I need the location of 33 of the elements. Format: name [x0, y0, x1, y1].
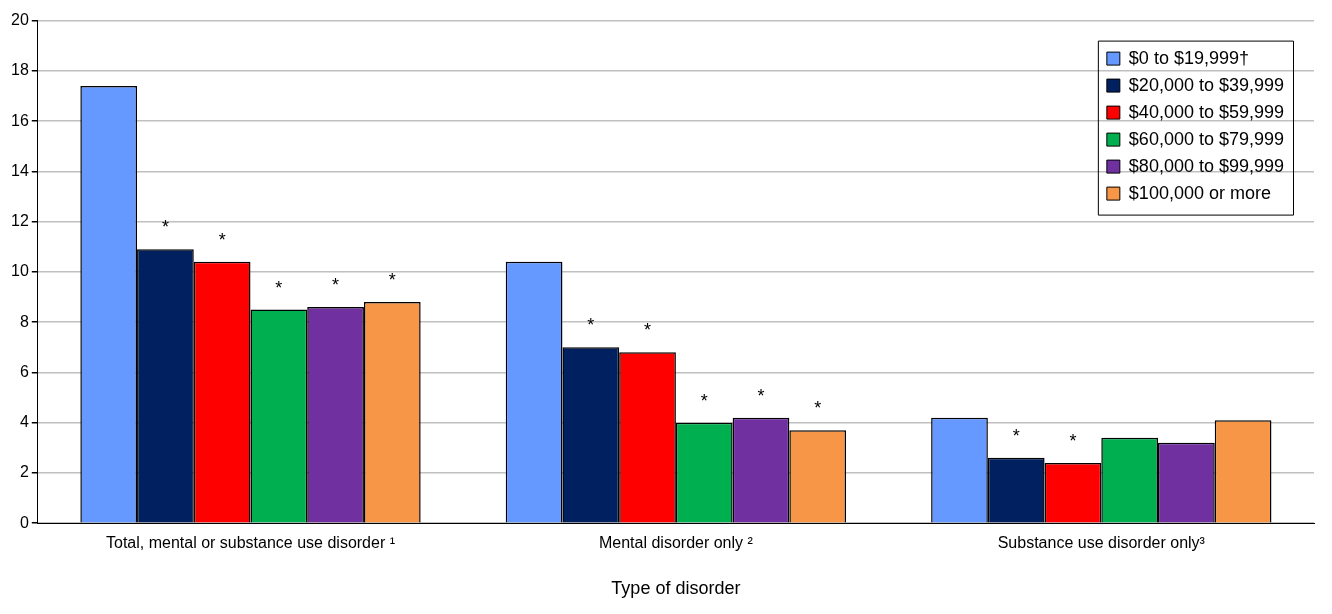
y-tick-label: 8	[19, 312, 29, 330]
y-tick-label: 20	[11, 11, 29, 29]
legend-label: $60,000 to $79,999	[1128, 128, 1285, 149]
y-tick-label: 16	[11, 111, 29, 129]
legend-label: $20,000 to $39,999	[1128, 74, 1285, 95]
y-tick-label: 6	[19, 362, 29, 380]
data-label: *	[332, 275, 340, 296]
data-label: *	[757, 385, 765, 406]
legend-label: $40,000 to $59,999	[1128, 101, 1285, 122]
data-label: *	[1012, 425, 1020, 446]
y-tick-label: 12	[11, 212, 29, 230]
data-label: *	[700, 390, 708, 411]
data-label: *	[1069, 430, 1077, 451]
data-label: *	[388, 270, 396, 291]
x-axis-title: Type of disorder	[611, 578, 741, 599]
data-label: *	[218, 229, 226, 250]
x-tick-label: Substance use disorder only³	[997, 534, 1206, 552]
y-tick-label: 0	[19, 513, 29, 531]
data-label: *	[587, 315, 595, 336]
legend-label: $100,000 or more	[1128, 182, 1271, 203]
y-tick-label: 18	[11, 61, 29, 79]
y-tick-label: 2	[19, 463, 29, 481]
y-tick-label: 10	[11, 262, 29, 280]
x-tick-label: Total, mental or substance use disorder ¹	[105, 534, 396, 552]
data-label: *	[814, 398, 822, 419]
data-label: *	[275, 277, 283, 298]
y-tick-label: 4	[19, 413, 29, 431]
x-tick-label: Mental disorder only ²	[598, 534, 754, 552]
data-label: *	[161, 217, 169, 238]
legend-label: $0 to $19,999†	[1128, 47, 1249, 68]
y-tick-label: 14	[11, 161, 29, 179]
data-label: *	[644, 320, 652, 341]
legend-label: $80,000 to $99,999	[1128, 155, 1285, 176]
